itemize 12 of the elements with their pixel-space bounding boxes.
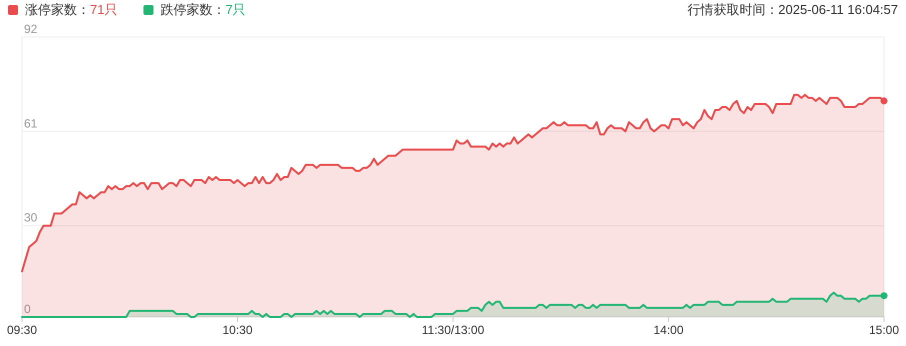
legend-label: 涨停家数：71只: [25, 2, 118, 17]
x-tick-label: 09:30: [6, 323, 38, 337]
text: 行情获取时间：2025-06-11 16:04:57: [687, 2, 898, 17]
y-tick-label: 61: [24, 116, 38, 130]
y-tick-label: 0: [24, 302, 31, 316]
legend-label: 跌停家数：7只: [160, 2, 246, 17]
y-tick-label: 30: [24, 210, 38, 225]
x-tick-label: 14:00: [653, 323, 684, 337]
x-tick-label: 15:00: [868, 323, 900, 337]
x-tick-label: 10:30: [222, 323, 253, 337]
y-tick-label: 92: [24, 22, 38, 36]
x-tick-label: 11:30/13:00: [422, 323, 485, 337]
